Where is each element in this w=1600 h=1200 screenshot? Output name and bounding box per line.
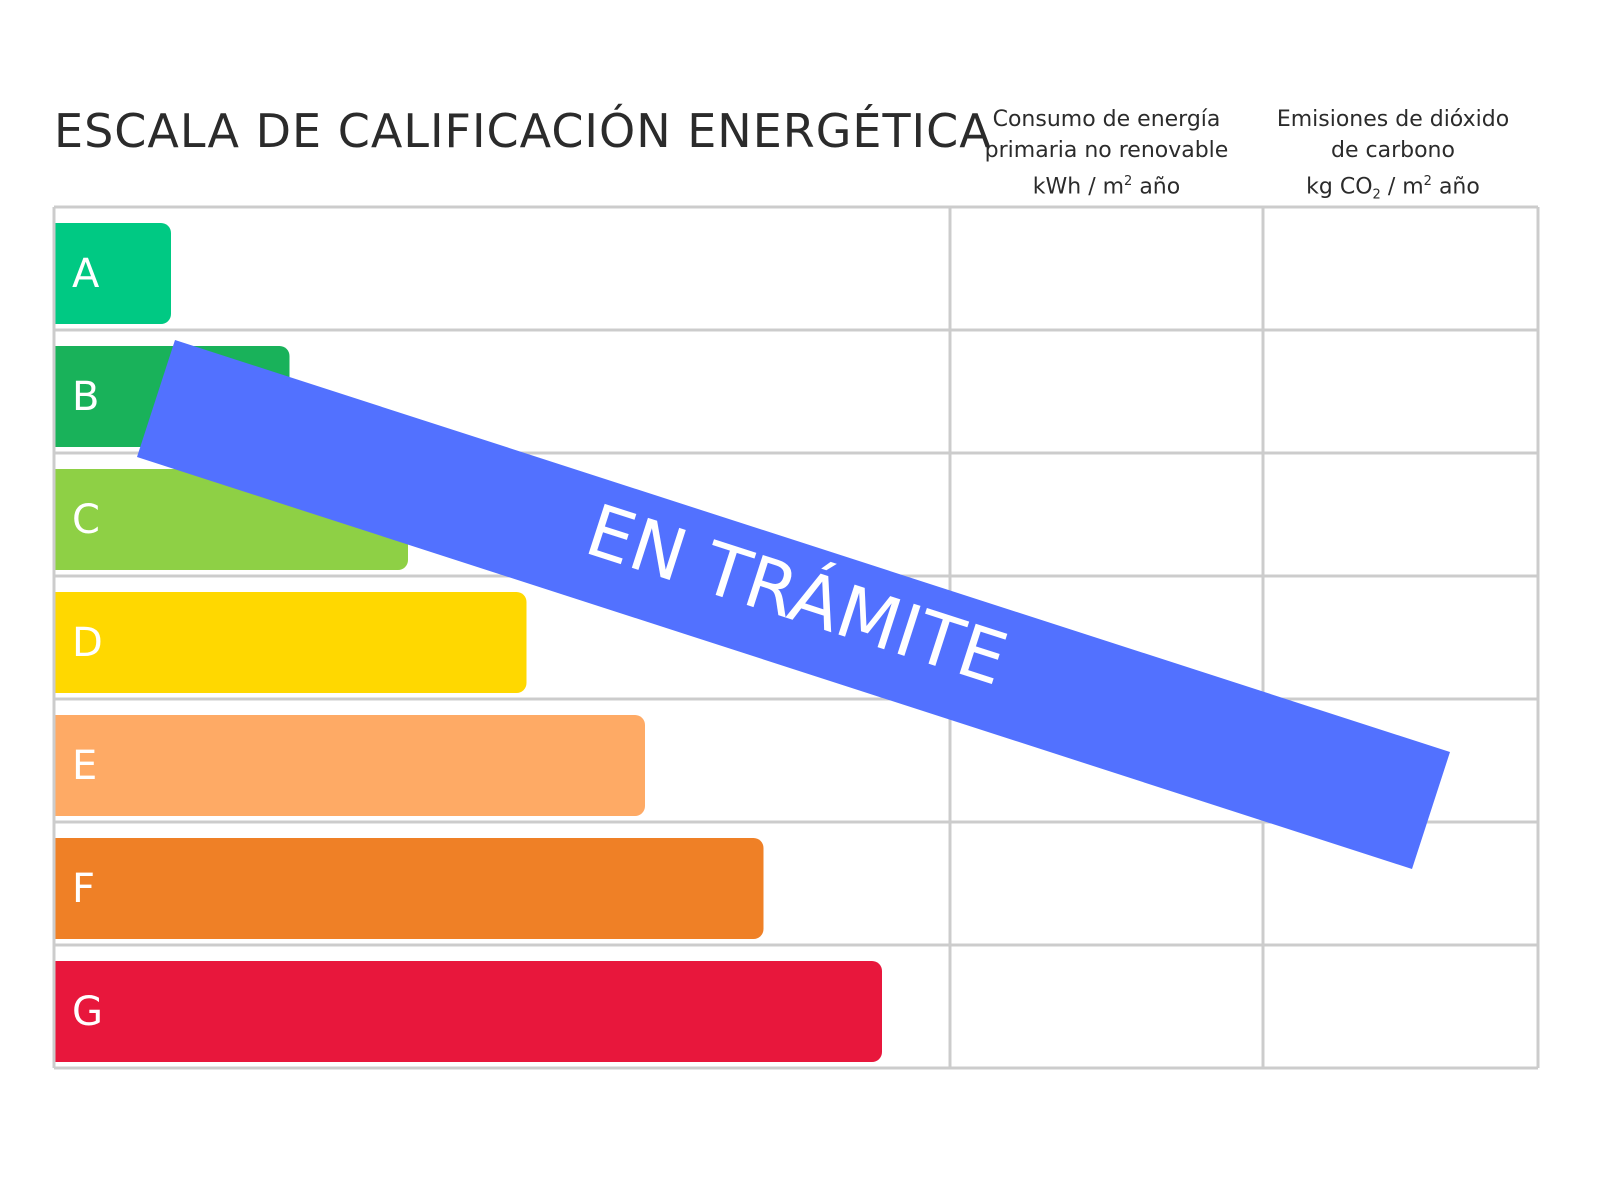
- unit-label: kWh / m2 año: [1032, 174, 1181, 200]
- header-line: Consumo de energía: [992, 107, 1221, 132]
- column-header-energy: Consumo de energía primaria no renovable…: [950, 104, 1263, 202]
- rating-label-f: F: [72, 866, 95, 912]
- rating-label-b: B: [72, 374, 99, 420]
- rating-bar-a: [54, 223, 171, 324]
- rating-bar-f: [54, 838, 764, 939]
- rating-label-c: C: [72, 497, 100, 543]
- rating-label-a: A: [72, 251, 100, 297]
- rating-bar-e: [54, 715, 645, 816]
- page-title: ESCALA DE CALIFICACIÓN ENERGÉTICA: [54, 104, 992, 158]
- header-line: Emisiones de dióxido: [1276, 107, 1510, 132]
- rating-label-d: D: [72, 620, 103, 666]
- rating-label-g: G: [72, 989, 103, 1035]
- rating-bar-d: [54, 592, 527, 693]
- unit-label: kg CO2 / m2 año: [1306, 174, 1480, 203]
- header-line: primaria no renovable: [984, 138, 1229, 163]
- stamp-banner: [137, 340, 1450, 869]
- rating-bar-g: [54, 961, 882, 1062]
- header-line: de carbono: [1331, 138, 1455, 163]
- rating-label-e: E: [72, 743, 97, 789]
- column-header-emissions: Emisiones de dióxido de carbono kg CO2 /…: [1263, 104, 1523, 211]
